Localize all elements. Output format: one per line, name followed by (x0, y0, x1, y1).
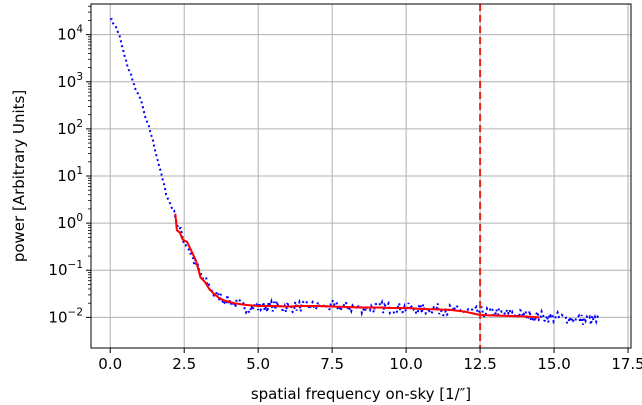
ticks: 0.0 2.5 5.0 7.5 10.0 12.5 15.0 17.5 10−2 10−1 100 1… (48, 5, 642, 373)
x-tick-label: 12.5 (463, 355, 496, 373)
x-tick-label: 15.0 (537, 355, 570, 373)
y-tick-label: 10−2 (48, 306, 83, 326)
y-tick-label: 100 (57, 212, 83, 232)
x-tick-label: 7.5 (320, 355, 344, 373)
smoothed-power-series (174, 213, 540, 319)
x-axis-label: spatial frequency on-sky [1/″] (251, 385, 471, 403)
y-tick-label: 10−1 (48, 259, 83, 279)
y-tick-label: 104 (57, 24, 83, 44)
x-tick-label: 5.0 (246, 355, 270, 373)
y-tick-label: 102 (57, 118, 83, 138)
x-tick-label: 17.5 (611, 355, 642, 373)
y-tick-label: 103 (57, 71, 83, 91)
y-axis-label: power [Arbitrary Units] (10, 90, 28, 262)
x-tick-label: 0.0 (98, 355, 122, 373)
x-tick-label: 10.0 (389, 355, 422, 373)
grid (91, 4, 631, 348)
plot-area (109, 4, 601, 348)
x-tick-label: 2.5 (172, 355, 196, 373)
y-tick-label: 101 (57, 165, 83, 185)
